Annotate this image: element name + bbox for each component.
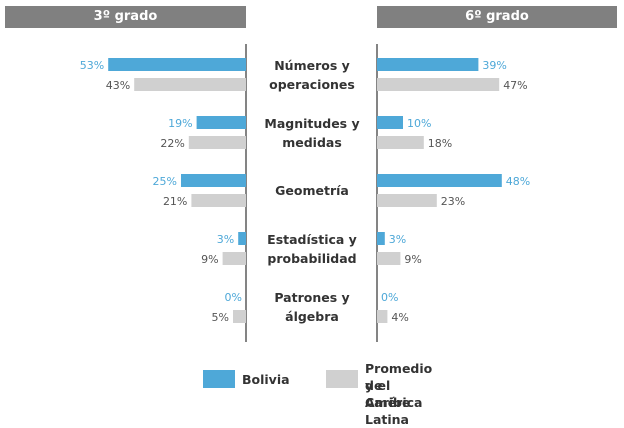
value-label-grade6-average-0: 47% [503,79,527,92]
value-label-grade3-average-2: 21% [163,195,187,208]
bar-grade6-average-2 [377,194,437,207]
bar-grade6-average-3 [377,252,401,265]
value-label-grade6-average-1: 18% [428,137,452,150]
butterfly-bar-chart: 53% 19% 25% 3% 0% 43% 22% 21% 9% 5% 39% 10% 48% 3% 0% 4… [80,44,530,342]
value-label-grade3-average-0: 43% [106,79,130,92]
value-label-grade3-average-3: 9% [201,253,218,266]
category-label-line: medidas [282,134,342,150]
legend-label-average-line2: y el Caribe [365,378,411,410]
bar-grade3-bolivia-1 [196,116,246,129]
bar-grade3-bolivia-0 [108,58,246,71]
value-label-grade3-bolivia-4: 0% [225,291,242,304]
bar-grade3-bolivia-3 [238,232,246,245]
category-label-line: Estadística y [267,231,357,247]
value-label-grade6-average-2: 23% [441,195,465,208]
category-label-3: Estadística y probabilidad [256,230,368,268]
bar-grade3-average-0 [134,78,246,91]
value-label-grade6-average-4: 4% [391,311,408,324]
value-label-grade6-bolivia-2: 48% [506,175,530,188]
category-label-line: probabilidad [267,250,357,266]
grade-6-header: 6º grado [377,6,617,28]
bar-grade6-bolivia-0 [377,58,479,71]
category-label-line: álgebra [285,308,339,324]
value-label-grade6-bolivia-3: 3% [389,233,406,246]
bar-grade3-average-3 [222,252,246,265]
category-label-0: Números y operaciones [256,56,368,94]
value-label-grade6-bolivia-1: 10% [407,117,431,130]
category-label-line: Magnitudes y [264,115,360,131]
category-label-1: Magnitudes y medidas [256,114,368,152]
value-label-grade6-average-3: 9% [404,253,421,266]
bar-grade6-bolivia-2 [377,174,502,187]
category-label-line: Números y [274,57,350,73]
bar-grade6-average-0 [377,78,500,91]
value-label-grade6-bolivia-0: 39% [482,59,506,72]
bar-grade6-average-4 [377,310,388,323]
bar-grade6-bolivia-3 [377,232,385,245]
legend-swatch-bolivia [203,370,235,388]
bar-grade3-average-2 [191,194,246,207]
bar-grade3-average-1 [188,136,246,149]
category-label-line: Geometría [275,183,349,198]
value-label-grade3-bolivia-1: 19% [168,117,192,130]
legend-label-bolivia: Bolivia [242,372,290,387]
value-label-grade3-bolivia-3: 3% [217,233,234,246]
category-label-line: Patrones y [274,289,350,305]
value-label-grade3-average-4: 5% [212,311,229,324]
value-label-grade3-average-1: 22% [160,137,184,150]
value-label-grade3-bolivia-2: 25% [153,175,177,188]
legend-swatch-average [326,370,358,388]
value-label-grade3-bolivia-0: 53% [80,59,104,72]
bar-grade3-average-4 [233,310,246,323]
category-label-4: Patrones y álgebra [256,288,368,326]
value-label-grade6-bolivia-4: 0% [381,291,398,304]
bar-grade3-bolivia-2 [181,174,246,187]
grade-3-header: 3º grado [5,6,246,28]
category-label-line: operaciones [269,76,355,92]
category-label-2: Geometría [256,181,368,200]
bar-grade6-bolivia-1 [377,116,403,129]
bar-grade6-average-1 [377,136,424,149]
